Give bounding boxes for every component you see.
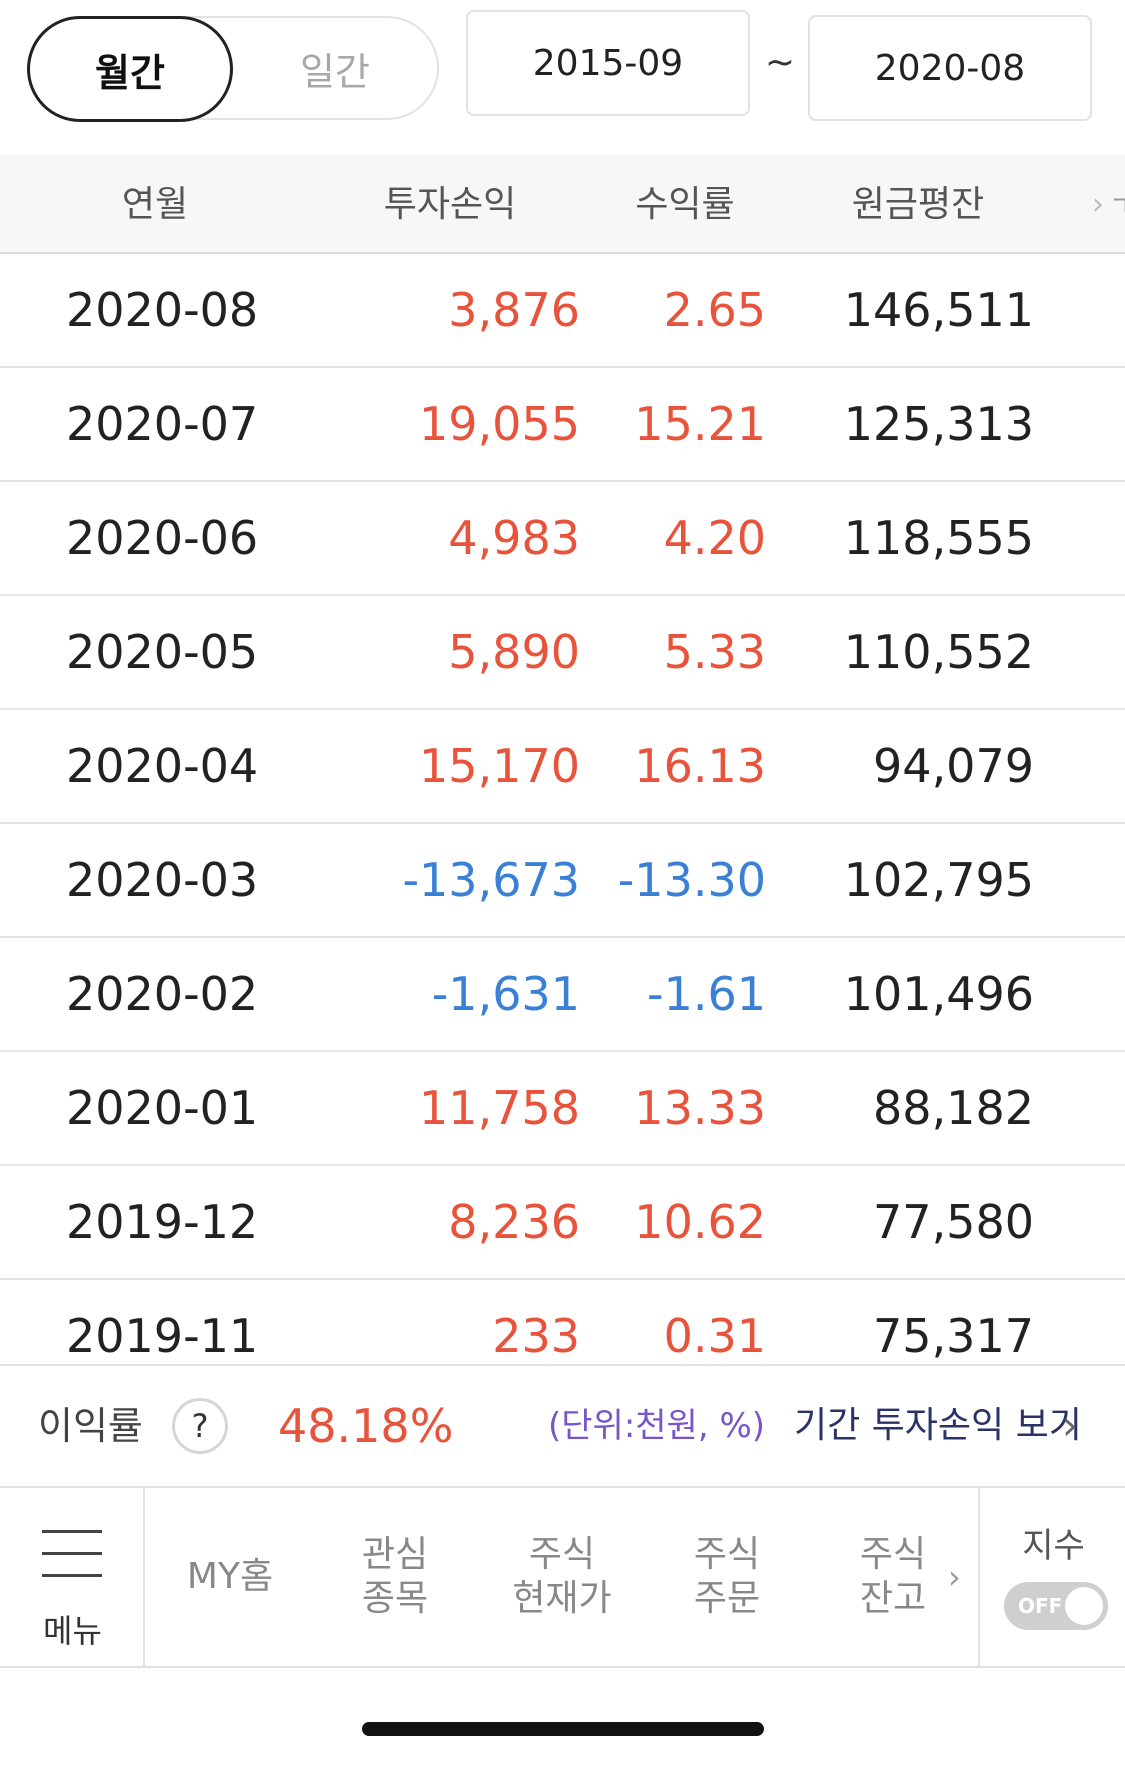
cell-month: 2020-01	[66, 1081, 259, 1135]
cell-rate: 10.62	[634, 1195, 766, 1249]
nav-watchlist-line1: 관심	[361, 1534, 429, 1575]
cell-rate: 5.33	[663, 625, 766, 679]
cell-principal: 101,496	[843, 967, 1034, 1021]
cell-principal: 88,182	[873, 1081, 1034, 1135]
nav-watchlist[interactable]: 관심 종목	[320, 1488, 470, 1666]
range-separator: ~	[764, 42, 796, 83]
table-row[interactable]: 2019-11 233 0.31 75,317	[0, 1280, 1125, 1364]
cell-rate: -1.61	[646, 967, 766, 1021]
index-label: 지수	[1022, 1526, 1085, 1566]
index-panel: 지수 OFF	[978, 1488, 1125, 1666]
nav-stock-order-line2: 주문	[693, 1578, 761, 1619]
column-header-month: 연월	[121, 184, 189, 225]
cell-profit: 3,876	[448, 283, 580, 337]
monthly-tab[interactable]: 월간	[27, 16, 233, 122]
cell-principal: 102,795	[843, 853, 1034, 907]
toggle-knob	[1065, 1587, 1103, 1625]
index-toggle-label: OFF	[1018, 1594, 1063, 1618]
cell-rate: 13.33	[634, 1081, 766, 1135]
nav-stock-order[interactable]: 주식 주문	[652, 1488, 802, 1666]
cell-profit: 15,170	[419, 739, 580, 793]
nav-stock-balance-line1: 주식	[859, 1534, 927, 1575]
nav-stock-order-line1: 주식	[693, 1534, 761, 1575]
cell-month: 2020-02	[66, 967, 259, 1021]
profit-rate-label: 이익률	[38, 1404, 143, 1448]
chevron-right-icon[interactable]: ›	[1062, 1403, 1078, 1449]
cell-profit: 5,890	[448, 625, 580, 679]
period-profit-link[interactable]: 기간 투자손익 보기	[794, 1405, 1082, 1446]
nav-stock-balance-line2: 잔고	[859, 1578, 927, 1619]
cell-principal: 110,552	[843, 625, 1034, 679]
scroll-right-icon[interactable]: ›	[1092, 187, 1104, 222]
cell-rate: 16.13	[634, 739, 766, 793]
cell-month: 2019-12	[66, 1195, 259, 1249]
cell-profit: -13,673	[402, 853, 580, 907]
nav-stock-price-line1: 주식	[528, 1534, 596, 1575]
cell-month: 2020-04	[66, 739, 259, 793]
cell-profit: 233	[492, 1309, 580, 1363]
cell-month: 2020-07	[66, 397, 259, 451]
column-header-principal: 원금평잔	[851, 184, 985, 225]
table-row[interactable]: 2020-08 3,876 2.65 146,511	[0, 254, 1125, 368]
cell-principal: 94,079	[873, 739, 1034, 793]
profit-rate-value: 48.18%	[278, 1399, 454, 1453]
table-row[interactable]: 2020-01 11,758 13.33 88,182	[0, 1052, 1125, 1166]
help-icon[interactable]: ?	[172, 1398, 228, 1454]
cell-profit: 8,236	[448, 1195, 580, 1249]
cell-month: 2020-05	[66, 625, 259, 679]
table-row[interactable]: 2020-04 15,170 16.13 94,079	[0, 710, 1125, 824]
cell-month: 2020-03	[66, 853, 259, 907]
start-date-picker[interactable]: 2015-09	[466, 10, 750, 116]
cell-month: 2019-11	[66, 1309, 259, 1363]
column-header-rate: 수익률	[635, 184, 735, 225]
menu-label: 메뉴	[43, 1612, 102, 1650]
table-row[interactable]: 2020-03 -13,673 -13.30 102,795	[0, 824, 1125, 938]
cell-profit: 19,055	[419, 397, 580, 451]
daily-tab[interactable]: 일간	[300, 49, 370, 94]
end-date-picker[interactable]: 2020-08	[808, 15, 1092, 121]
nav-stock-price-line2: 현재가	[512, 1578, 612, 1619]
nav-more-chevron-icon[interactable]: ›	[948, 1558, 961, 1596]
cell-principal: 77,580	[873, 1195, 1034, 1249]
table-row[interactable]: 2020-07 19,055 15.21 125,313	[0, 368, 1125, 482]
home-indicator[interactable]	[362, 1722, 764, 1736]
table-row[interactable]: 2019-12 8,236 10.62 77,580	[0, 1166, 1125, 1280]
cell-principal: 75,317	[873, 1309, 1034, 1363]
summary-bar: 이익률 ? 48.18% (단위:천원, %) 기간 투자손익 보기 ›	[0, 1364, 1125, 1488]
column-header-profit: 투자손익	[383, 184, 517, 225]
table-body[interactable]: 2020-08 3,876 2.65 146,511 2020-07 19,055 15.2…	[0, 254, 1125, 1364]
unit-note: (단위:천원, %)	[548, 1406, 766, 1446]
cell-month: 2020-08	[66, 283, 259, 337]
index-toggle[interactable]: OFF	[1004, 1582, 1108, 1630]
table-row[interactable]: 2020-06 4,983 4.20 118,555	[0, 482, 1125, 596]
table-header: 연월 투자손익 수익률 원금평잔 › ㅜ	[0, 155, 1125, 254]
cell-rate: 2.65	[663, 283, 766, 337]
cell-rate: -13.30	[617, 853, 766, 907]
nav-watchlist-line2: 종목	[361, 1578, 429, 1619]
nav-stock-balance[interactable]: 주식 잔고	[818, 1488, 968, 1666]
bottom-nav: 메뉴 MY홈 관심 종목 주식 현재가 주식 주문 주식 잔고 › 지수 OFF	[0, 1488, 1125, 1668]
cell-month: 2020-06	[66, 511, 259, 565]
nav-stock-price[interactable]: 주식 현재가	[487, 1488, 637, 1666]
cell-principal: 118,555	[843, 511, 1034, 565]
table-row[interactable]: 2020-02 -1,631 -1.61 101,496	[0, 938, 1125, 1052]
cell-rate: 0.31	[663, 1309, 766, 1363]
cell-principal: 146,511	[843, 283, 1034, 337]
cell-rate: 15.21	[634, 397, 766, 451]
table-row[interactable]: 2020-05 5,890 5.33 110,552	[0, 596, 1125, 710]
next-column-fragment: ㅜ	[1112, 155, 1125, 254]
nav-my-home-label: MY홈	[186, 1556, 274, 1597]
cell-principal: 125,313	[843, 397, 1034, 451]
top-controls: 월간 일간 2015-09 ~ 2020-08	[0, 0, 1125, 155]
cell-profit: -1,631	[431, 967, 580, 1021]
cell-profit: 4,983	[448, 511, 580, 565]
menu-button[interactable]: 메뉴	[0, 1488, 145, 1666]
nav-my-home[interactable]: MY홈	[160, 1488, 300, 1666]
cell-rate: 4.20	[663, 511, 766, 565]
cell-profit: 11,758	[419, 1081, 580, 1135]
